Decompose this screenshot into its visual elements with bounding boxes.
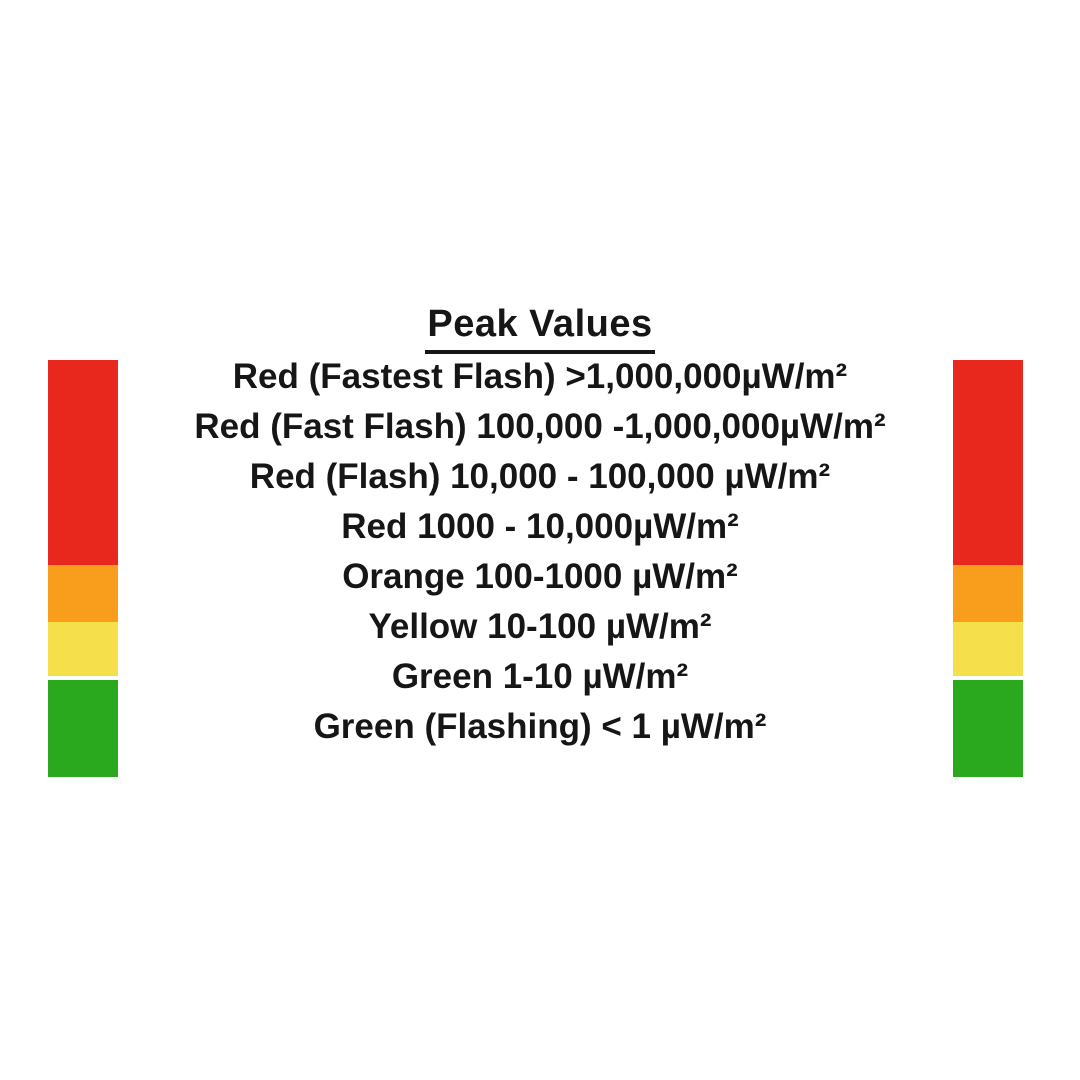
legend-line-red-fast-flash: Red (Fast Flash) 100,000 -1,000,000µW/m²	[194, 407, 886, 446]
legend-text-block: Peak Values Red (Fastest Flash) >1,000,0…	[0, 300, 1080, 752]
yellow-scale-segment	[48, 622, 118, 676]
yellow-scale-segment	[953, 622, 1023, 676]
green-scale-segment	[48, 680, 118, 777]
page-title: Peak Values	[425, 300, 655, 354]
color-scale-bar-left	[48, 360, 118, 777]
legend-line-yellow: Yellow 10-100 µW/m²	[368, 607, 712, 646]
legend-line-green: Green 1-10 µW/m²	[391, 657, 689, 696]
orange-scale-segment	[48, 565, 118, 622]
green-scale-segment	[953, 680, 1023, 777]
legend-line-green-flashing: Green (Flashing) < 1 µW/m²	[313, 707, 767, 746]
color-scale-bar-right	[953, 360, 1023, 777]
red-scale-segment	[48, 360, 118, 565]
legend-title-row: Peak Values	[0, 300, 1080, 354]
legend-line-red-fastest-flash: Red (Fastest Flash) >1,000,000µW/m²	[232, 357, 848, 396]
legend-line-red-flash: Red (Flash) 10,000 - 100,000 µW/m²	[249, 457, 831, 496]
legend-line-orange: Orange 100-1000 µW/m²	[342, 557, 738, 596]
red-scale-segment	[953, 360, 1023, 565]
legend-line-red: Red 1000 - 10,000µW/m²	[341, 507, 739, 546]
orange-scale-segment	[953, 565, 1023, 622]
